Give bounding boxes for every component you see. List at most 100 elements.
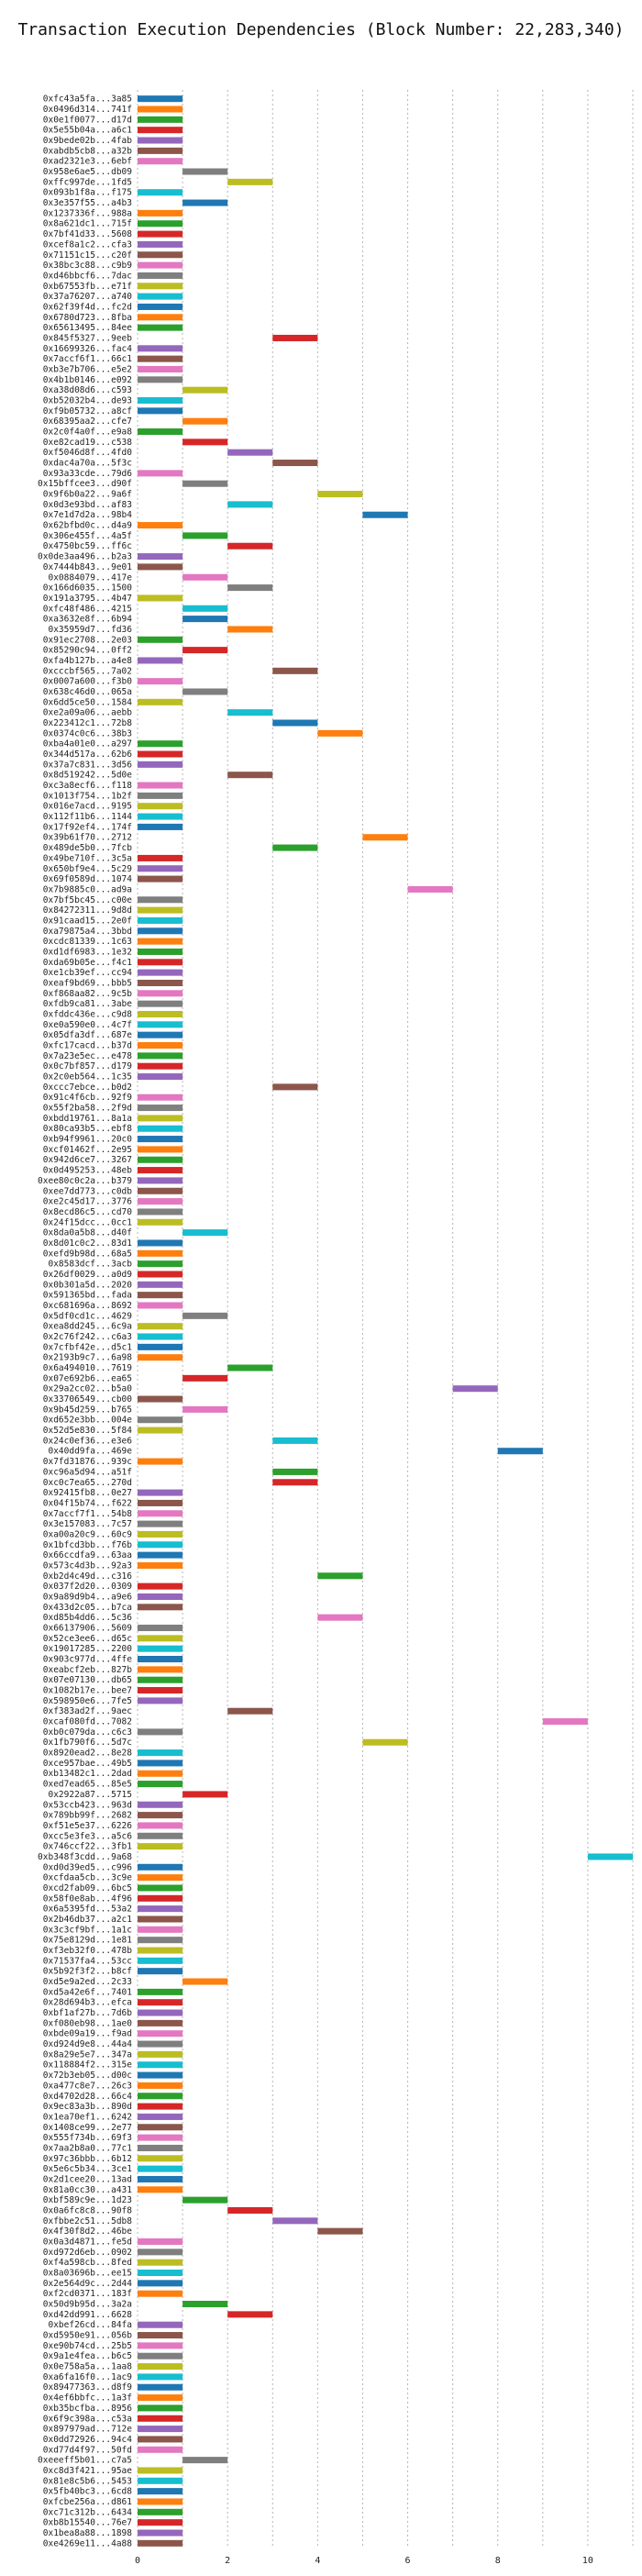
y-tick-label: 0x97c36bbb...6b12 [43,2154,132,2164]
y-tick-label: 0x9ec83a3b...890d [43,2102,132,2112]
transaction-bar [138,376,183,383]
y-tick-label: 0xfddc436e...c9d8 [43,1010,133,1020]
transaction-bar [138,959,183,966]
transaction-bar [138,1218,183,1226]
transaction-bar [138,1687,183,1694]
y-tick-label: 0xd85b4dd6...5c36 [43,1613,133,1623]
transaction-bar [138,2415,183,2422]
y-tick-label: 0xe2a09a06...aebb [43,708,133,718]
transaction-bar [138,1489,183,1496]
transaction-bar [138,1271,183,1278]
transaction-bar [138,782,183,789]
y-tick-label: 0xf3eb32f0...478b [43,1946,133,1956]
y-tick-label: 0xa38d08d6...c593 [43,385,132,395]
y-tick-label: 0x9a89d9b4...a9e6 [43,1592,133,1602]
transaction-bar [138,2467,183,2474]
transaction-bar [452,1385,498,1393]
transaction-bar [183,439,228,446]
y-tick-label: 0x0dd72926...94c4 [43,2435,133,2445]
y-tick-label: 0xd972d6eb...0902 [43,2248,132,2258]
y-tick-label: 0x37a76207...a740 [43,292,133,302]
transaction-bar [138,209,183,217]
y-tick-label: 0x6780d723...8fba [43,313,132,323]
y-tick-label: 0x0b301a5d...2020 [43,1280,133,1290]
y-tick-label: 0xb2d4c49d...c316 [43,1571,133,1582]
y-tick-label: 0x6f9c398a...c53a [43,2414,132,2424]
y-tick-label: 0x7accf6f1...66c1 [43,354,133,364]
y-tick-label: 0xc8d3f421...95ae [43,2466,133,2476]
transaction-bar [183,573,228,581]
transaction-bar [138,1031,183,1038]
transaction-bar [138,2113,183,2120]
y-tick-label: 0xb3e7b706...e5e2 [43,364,132,374]
y-tick-label: 0x85290c94...0ff2 [43,646,132,656]
transaction-bar [138,283,183,290]
y-tick-label: 0xfcbe256a...d861 [43,2497,133,2507]
transaction-bar [227,542,273,550]
transaction-bar [138,1635,183,1642]
y-tick-label: 0xa3632e8f...6b94 [43,615,133,625]
y-tick-label: 0x84272311...9d8d [43,905,132,916]
transaction-bar [138,261,183,269]
transaction-bar [138,1167,183,1174]
y-tick-label: 0x4f30f8d2...46be [43,2226,133,2237]
transaction-bar [138,1676,183,1683]
x-tick-label: 2 [225,2556,230,2566]
y-tick-label: 0xbef26cd...84fa [48,2320,132,2330]
transaction-bar [183,1978,228,1985]
grid-lines [137,90,634,2548]
transaction-bar [138,137,183,144]
y-tick-label: 0xd46bbcf6...7dac [43,271,132,281]
transaction-bar [138,1042,183,1049]
y-tick-label: 0xe0a590e0...4c7f [43,1020,132,1030]
y-tick-label: 0x91caad15...2e0f [43,916,132,926]
y-tick-label: 0xf2cd0371...183f [43,2289,132,2299]
y-tick-label: 0x7aa2b8a0...77c1 [43,2143,133,2153]
y-tick-label: 0x555f734b...69f3 [43,2133,132,2143]
transaction-bar [138,563,183,571]
y-tick-label: 0x26df0029...a0d9 [43,1270,133,1280]
transaction-bar [138,969,183,976]
y-tick-label: 0x55f2ba58...2f9d [43,1104,132,1114]
y-tick-label: 0x8d01c0c2...83d1 [43,1238,133,1249]
transaction-bar [272,719,318,727]
transaction-bar [183,480,228,487]
y-tick-label: 0x903c977d...4ffe [43,1655,133,1665]
transaction-bar [138,938,183,945]
y-tick-label: 0x591365bd...fada [43,1291,132,1301]
y-tick-label: 0x344d517a...62b6 [43,749,133,760]
transaction-bar [227,449,273,456]
transaction-bar [227,2311,273,2318]
transaction-bar [138,1416,183,1424]
transaction-bar [138,303,183,310]
y-tick-label: 0x306e455f...4a5f [43,531,132,541]
y-tick-label: 0xfdb9ca81...3abe [43,999,133,1009]
y-tick-label: 0x29a2cc02...b5a0 [43,1384,133,1394]
y-tick-label: 0xed7ead65...85e5 [43,1780,132,1790]
transaction-bar [138,2175,183,2182]
y-tick-label: 0x7fd31876...939c [43,1457,132,1467]
transaction-bar [183,616,228,623]
y-tick-label: 0x81e8c5b6...5453 [43,2476,132,2486]
transaction-bar [183,2457,228,2464]
y-tick-label: 0x0e758a5a...1aa8 [43,2362,133,2372]
transaction-bar [183,417,228,425]
y-tick-label: 0xb13482c1...2dad [43,1769,132,1779]
y-tick-label: 0xf9b05732...a8cf [43,406,132,416]
transaction-bar [138,803,183,810]
transaction-bar [138,1624,183,1632]
transaction-bar [138,1499,183,1506]
transaction-bar [138,2103,183,2110]
y-tick-label: 0x07e692b6...ea65 [43,1373,132,1383]
y-tick-label: 0x4750bc59...ff6c [43,541,132,551]
transaction-bar [138,1427,183,1434]
y-tick-label: 0x7b9885c0...ad9a [43,884,132,894]
y-tick-label: 0xa79875a4...3bbd [43,927,132,937]
transaction-bar [138,1073,183,1081]
transaction-bar [138,2477,183,2484]
transaction-bar [138,1146,183,1153]
transaction-bar [138,251,183,259]
y-tick-label: 0x598950e6...7fe5 [43,1696,132,1706]
y-tick-label: 0x24c0ef36...e3e6 [43,1436,133,1446]
transaction-bar [138,1749,183,1757]
